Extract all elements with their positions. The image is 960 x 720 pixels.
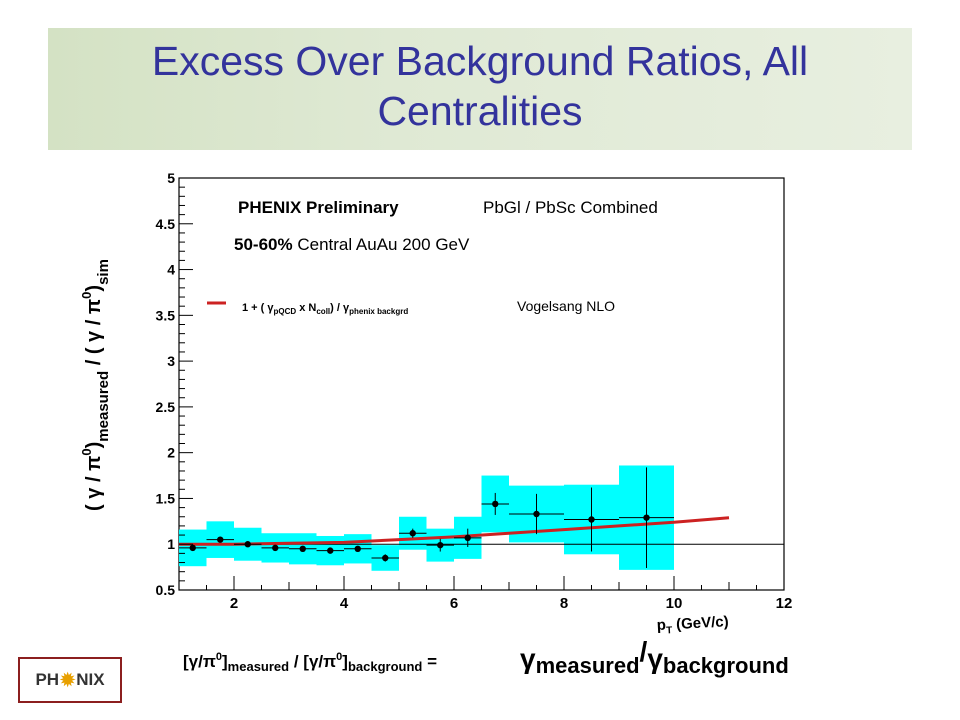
x-tick-label: 10: [666, 595, 683, 612]
data-point-4: [299, 545, 306, 552]
ylabel-sub1: measured: [95, 371, 112, 442]
legend-mid: x N: [296, 302, 316, 314]
data-points: [189, 500, 650, 562]
x-tick-label: 4: [340, 595, 349, 612]
legend-sub2: coll: [316, 307, 330, 316]
ylabel-close2: ): [83, 285, 105, 292]
y-tick-label: 1.5: [156, 490, 176, 506]
logo-star-icon: ✹: [60, 669, 76, 690]
legend-model: Vogelsang NLO: [517, 298, 615, 314]
theory-line: [179, 516, 730, 546]
centrality-rest: Central AuAu 200 GeV: [293, 235, 470, 254]
logo-text-left: PH: [35, 670, 60, 689]
ylabel-sub2: sim: [95, 259, 112, 285]
logo-text-right: NIX: [76, 670, 105, 689]
data-point-1: [217, 536, 224, 543]
data-point-7: [382, 554, 389, 562]
detector-label: PbGl / PbSc Combined: [483, 198, 658, 217]
x-tick-label: 2: [230, 595, 238, 612]
data-point-12: [533, 510, 540, 518]
x-axis-ticks: 2 4 6 8 10 12: [178, 576, 793, 612]
data-point-5: [327, 547, 334, 554]
ratio-formula: [γ/π0]measured / [γ/π0]background =: [183, 651, 437, 674]
legend-sub3: phenix backgrd: [349, 307, 408, 316]
data-point-6: [354, 545, 361, 552]
data-point-13: [588, 516, 595, 523]
preliminary-label: PHENIX Preliminary: [238, 198, 399, 217]
title-band: [48, 28, 912, 150]
legend-sub1: pQCD: [274, 307, 297, 316]
phenix-logo: PH ✹ NIX: [18, 657, 122, 703]
y-tick-label: 3.5: [156, 307, 176, 323]
y-axis-ticks: 0.5 1 1.5 2 2.5 3 3.5 4 4.5 5: [156, 170, 193, 598]
data-point-8: [409, 530, 416, 537]
y-tick-label: 1: [167, 536, 175, 552]
x-axis-label: pT (GeV/c): [656, 613, 729, 637]
data-point-0: [189, 544, 196, 552]
y-tick-label: 4: [167, 262, 175, 278]
centrality-label: 50-60% Central AuAu 200 GeV: [234, 235, 470, 254]
y-tick-label: 0.5: [156, 582, 176, 598]
ylabel-close: ): [83, 442, 105, 449]
x-tick-label: 6: [450, 595, 458, 612]
y-tick-label: 4.5: [156, 216, 176, 232]
systematic-bands: [179, 465, 674, 571]
xlabel-p: p: [656, 617, 666, 634]
y-tick-label: 2: [167, 445, 175, 461]
ylabel-sup0b: 0: [79, 292, 94, 299]
data-point-2: [244, 541, 251, 548]
ylabel-mid: / ( γ / π: [83, 299, 105, 371]
legend-formula: 1 + ( γpQCD x Ncoll) / γphenix backgrd: [242, 302, 408, 316]
xlabel-unit: (GeV/c): [672, 613, 729, 633]
xlabel-sub: T: [666, 625, 673, 636]
gamma-ratio-formula: γmeasured/γbackground: [520, 636, 789, 678]
y-tick-label: 5: [167, 170, 175, 186]
data-point-14: [643, 514, 650, 521]
y-axis-label: ( γ / π0)measured / ( γ / π0)sim: [79, 259, 112, 511]
x-tick-label: 12: [776, 595, 793, 612]
data-point-9: [437, 541, 444, 549]
data-point-3: [272, 544, 279, 552]
y-tick-label: 2.5: [156, 399, 176, 415]
centrality-bold: 50-60%: [234, 235, 293, 254]
ylabel-sup0: 0: [79, 448, 94, 455]
data-point-10: [464, 534, 471, 542]
legend-close: ) / γ: [330, 302, 350, 314]
y-tick-label: 3: [167, 353, 175, 369]
slide-title: Excess Over Background Ratios, All Centr…: [151, 38, 809, 134]
legend-prefix: 1 + ( γ: [242, 302, 274, 314]
x-tick-label: 8: [560, 595, 568, 612]
ylabel-open: ( γ / π: [83, 456, 105, 511]
data-point-11: [492, 500, 499, 508]
theory-curve: [179, 516, 730, 546]
